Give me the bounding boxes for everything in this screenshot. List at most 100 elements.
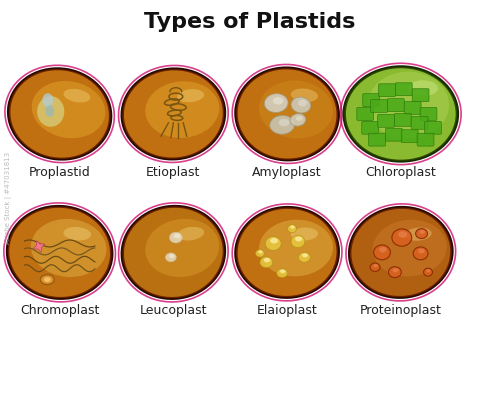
Ellipse shape	[374, 245, 390, 260]
Ellipse shape	[404, 228, 431, 241]
FancyBboxPatch shape	[396, 83, 412, 96]
Ellipse shape	[290, 225, 294, 228]
Ellipse shape	[40, 275, 54, 285]
Ellipse shape	[416, 228, 428, 238]
Ellipse shape	[368, 72, 449, 139]
Ellipse shape	[342, 65, 459, 163]
Polygon shape	[33, 240, 45, 252]
Ellipse shape	[234, 67, 340, 162]
Ellipse shape	[64, 89, 90, 103]
Text: Amyloplast: Amyloplast	[252, 166, 322, 179]
Ellipse shape	[278, 119, 289, 126]
FancyBboxPatch shape	[362, 94, 380, 107]
Ellipse shape	[418, 249, 424, 253]
Text: Etioplast: Etioplast	[146, 166, 201, 179]
Ellipse shape	[426, 269, 430, 272]
Ellipse shape	[398, 231, 407, 238]
Ellipse shape	[379, 247, 386, 253]
Ellipse shape	[238, 209, 336, 296]
Ellipse shape	[9, 69, 110, 159]
FancyBboxPatch shape	[357, 108, 374, 120]
Ellipse shape	[370, 263, 380, 271]
Text: Leucoplast: Leucoplast	[140, 304, 207, 317]
Ellipse shape	[270, 238, 278, 244]
Ellipse shape	[291, 88, 318, 102]
Ellipse shape	[296, 116, 303, 121]
FancyBboxPatch shape	[394, 113, 411, 126]
Ellipse shape	[291, 97, 311, 113]
Ellipse shape	[270, 115, 294, 134]
Ellipse shape	[260, 257, 272, 268]
Ellipse shape	[346, 68, 456, 160]
Ellipse shape	[8, 207, 112, 298]
Ellipse shape	[388, 267, 402, 278]
Ellipse shape	[348, 206, 454, 299]
Ellipse shape	[236, 68, 338, 160]
Ellipse shape	[64, 227, 91, 240]
Ellipse shape	[258, 250, 262, 253]
Ellipse shape	[374, 264, 378, 267]
Ellipse shape	[259, 220, 333, 276]
FancyBboxPatch shape	[417, 133, 434, 146]
FancyBboxPatch shape	[386, 128, 402, 141]
Ellipse shape	[9, 208, 110, 297]
Ellipse shape	[273, 97, 283, 105]
FancyBboxPatch shape	[388, 99, 404, 111]
Ellipse shape	[298, 252, 310, 262]
Ellipse shape	[46, 105, 54, 117]
Ellipse shape	[236, 208, 338, 297]
FancyBboxPatch shape	[378, 84, 396, 97]
Ellipse shape	[256, 249, 264, 257]
Ellipse shape	[350, 208, 452, 297]
Ellipse shape	[120, 205, 226, 300]
FancyBboxPatch shape	[368, 133, 386, 146]
Ellipse shape	[124, 208, 222, 297]
Ellipse shape	[145, 81, 220, 138]
Ellipse shape	[169, 254, 174, 258]
Ellipse shape	[424, 268, 432, 276]
Ellipse shape	[264, 93, 288, 112]
Ellipse shape	[177, 227, 204, 241]
Ellipse shape	[31, 219, 106, 277]
Ellipse shape	[6, 205, 114, 300]
FancyBboxPatch shape	[412, 89, 429, 102]
Ellipse shape	[290, 114, 306, 126]
Ellipse shape	[174, 234, 180, 238]
Ellipse shape	[7, 67, 112, 161]
Ellipse shape	[170, 232, 182, 243]
Ellipse shape	[37, 96, 64, 127]
Ellipse shape	[420, 230, 425, 234]
FancyBboxPatch shape	[420, 108, 437, 120]
Ellipse shape	[408, 80, 438, 96]
FancyBboxPatch shape	[411, 116, 428, 129]
Text: Proplastid: Proplastid	[29, 166, 90, 179]
FancyBboxPatch shape	[424, 121, 442, 134]
Ellipse shape	[44, 277, 51, 282]
Ellipse shape	[259, 80, 333, 139]
Text: Adobe Stock | #47031813: Adobe Stock | #47031813	[5, 152, 12, 244]
Ellipse shape	[298, 100, 307, 106]
Ellipse shape	[302, 253, 308, 257]
Ellipse shape	[352, 209, 450, 296]
Ellipse shape	[276, 269, 287, 278]
Ellipse shape	[392, 229, 411, 246]
Ellipse shape	[166, 253, 176, 262]
Ellipse shape	[120, 67, 226, 160]
Ellipse shape	[122, 69, 224, 159]
Ellipse shape	[372, 220, 446, 276]
Ellipse shape	[122, 207, 224, 298]
Ellipse shape	[124, 70, 223, 158]
Ellipse shape	[264, 258, 270, 262]
FancyBboxPatch shape	[362, 121, 378, 134]
Ellipse shape	[344, 67, 457, 161]
Text: Types of Plastids: Types of Plastids	[144, 12, 356, 32]
Ellipse shape	[234, 206, 340, 299]
Ellipse shape	[288, 225, 296, 232]
FancyBboxPatch shape	[402, 130, 418, 143]
Ellipse shape	[291, 235, 305, 248]
Ellipse shape	[413, 247, 428, 260]
Text: Proteinoplast: Proteinoplast	[360, 304, 442, 317]
Ellipse shape	[291, 228, 318, 241]
Text: Chloroplast: Chloroplast	[366, 166, 436, 179]
Ellipse shape	[238, 69, 336, 158]
